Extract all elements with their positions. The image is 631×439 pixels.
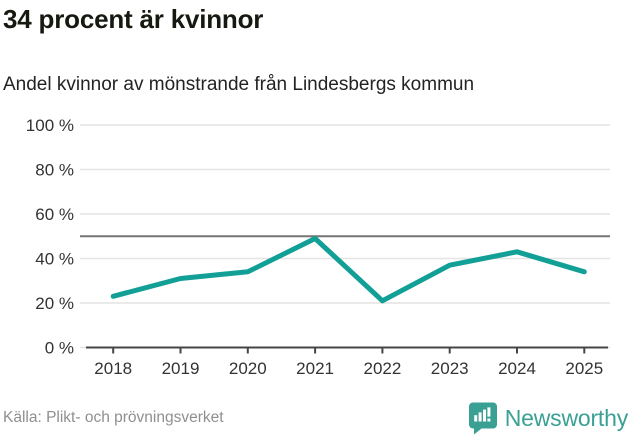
chart-subtitle: Andel kvinnor av mönstrande från Lindesb… xyxy=(3,74,475,95)
y-axis-tick-label: 60 % xyxy=(35,205,74,224)
source-note: Källa: Plikt- och prövningsverket xyxy=(3,409,224,426)
x-axis-tick-label: 2019 xyxy=(162,359,200,378)
y-axis-tick-label: 100 % xyxy=(26,116,74,135)
badge-bar-1 xyxy=(473,414,477,421)
y-axis-tick-label: 80 % xyxy=(35,161,74,180)
line-chart: 0 % 20 % 40 % 60 % 80 % 100 % 2018 2019 2020 2021… xyxy=(26,116,610,378)
x-axis-tick-label: 2018 xyxy=(94,359,132,378)
y-axis-tick-label: 40 % xyxy=(35,250,74,269)
chart-title: 34 procent är kvinnor xyxy=(3,4,264,34)
footer: Källa: Plikt- och prövningsverket Newswo… xyxy=(0,397,631,439)
x-axis-tick-label: 2024 xyxy=(498,359,536,378)
badge-bar-3 xyxy=(482,409,486,421)
y-axis-tick-label: 20 % xyxy=(35,294,74,313)
badge-exclamation-dot xyxy=(487,418,491,421)
y-axis-tick-label: 0 % xyxy=(45,339,74,358)
x-axis-tick-label: 2022 xyxy=(363,359,401,378)
badge-bar-2 xyxy=(478,411,482,421)
x-axis-tick-label: 2020 xyxy=(229,359,267,378)
x-axis-tick-label: 2025 xyxy=(565,359,603,378)
newsworthy-badge-icon xyxy=(468,402,497,434)
badge-exclamation-bar xyxy=(487,406,491,417)
data-line xyxy=(110,236,587,304)
x-axis-tick-label: 2021 xyxy=(296,359,334,378)
x-axis-tick-label: 2023 xyxy=(431,359,469,378)
newsworthy-wordmark: Newsworthy xyxy=(504,404,628,431)
newsworthy-logo[interactable]: Newsworthy xyxy=(468,402,628,435)
